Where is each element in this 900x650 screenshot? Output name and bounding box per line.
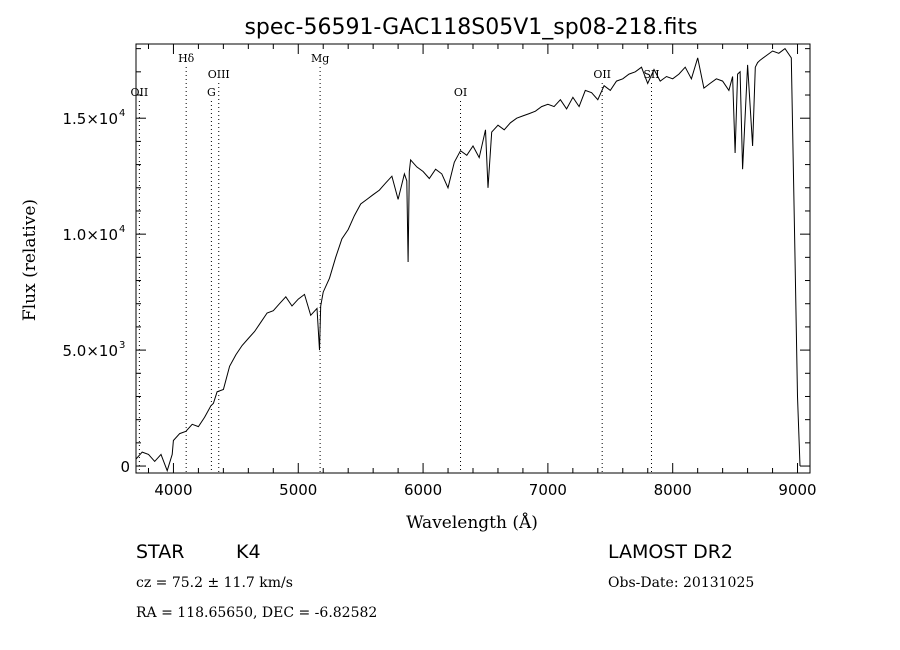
survey-name: LAMOST DR2 bbox=[608, 541, 733, 563]
y-tick-label: 1.0×10 bbox=[62, 226, 118, 244]
x-axis-label: Wavelength (Å) bbox=[406, 512, 538, 533]
y-axis: 05.0×10 31.0×10 41.5×10 4 bbox=[62, 48, 810, 476]
spectral-subclass: K4 bbox=[236, 541, 261, 563]
x-tick-label: 4000 bbox=[154, 481, 192, 499]
observation-date: Obs-Date: 20131025 bbox=[608, 575, 755, 591]
y-tick-label: 0 bbox=[120, 458, 130, 476]
marker-label: OII bbox=[131, 86, 149, 99]
x-tick-label: 7000 bbox=[529, 481, 567, 499]
y-tick-label: 1.5×10 bbox=[62, 110, 118, 128]
redshift-value: cz = 75.2 ± 11.7 km/s bbox=[136, 575, 293, 591]
y-tick-exponent: 3 bbox=[119, 340, 125, 351]
x-axis: 4000 5000 6000 7000 8000 9000 bbox=[147, 44, 817, 499]
marker-label: OII bbox=[593, 68, 611, 81]
coordinates: RA = 118.65650, DEC = -6.82582 bbox=[136, 605, 378, 621]
y-axis-label: Flux (relative) bbox=[20, 199, 40, 321]
object-type: STAR bbox=[136, 541, 185, 563]
y-tick-exponent: 4 bbox=[119, 224, 125, 235]
plot-frame bbox=[135, 43, 811, 474]
marker-label: Mg bbox=[311, 52, 329, 65]
x-tick-label: 9000 bbox=[778, 481, 816, 499]
marker-label: G bbox=[207, 86, 216, 99]
y-tick-exponent: 4 bbox=[119, 108, 125, 119]
x-tick-label: 8000 bbox=[654, 481, 692, 499]
marker-label: Hδ bbox=[178, 52, 195, 65]
x-tick-label: 6000 bbox=[404, 481, 442, 499]
spectrum-line bbox=[135, 47, 801, 473]
y-tick-label: 5.0×10 bbox=[62, 342, 118, 360]
marker-label: OIII bbox=[208, 68, 230, 81]
x-tick-label: 5000 bbox=[279, 481, 317, 499]
chart-title: spec-56591-GAC118S05V1_sp08-218.fits bbox=[244, 15, 697, 40]
marker-label: OI bbox=[454, 86, 467, 99]
